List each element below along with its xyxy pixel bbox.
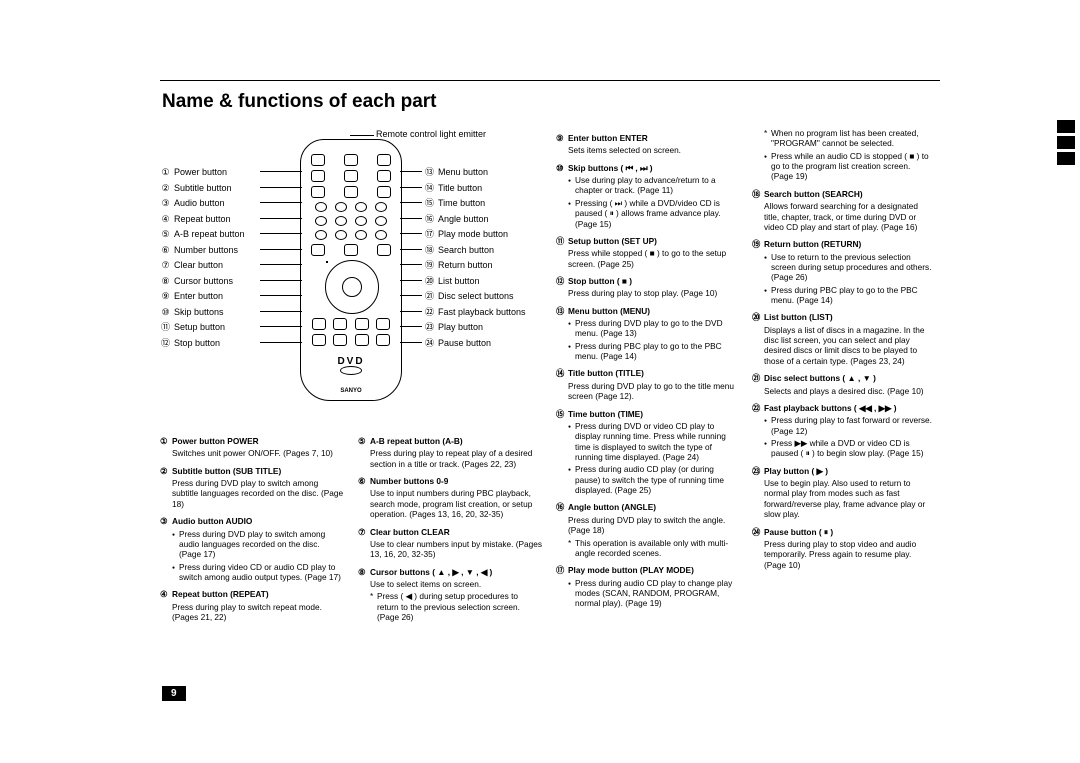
diagram-label: ⑭Title button [424, 181, 526, 197]
spec-text: Use to begin play. Also used to return t… [764, 478, 934, 519]
dvd-logo: DVD [301, 356, 401, 378]
diagram-label: ⑥Number buttons [160, 243, 245, 259]
spec-text: Press during DVD play to go to the DVD m… [568, 318, 738, 339]
brand-label: SANYO [301, 388, 401, 394]
spec-heading: ㉒Fast playback buttons ( ◀◀ , ▶▶ ) [752, 403, 934, 413]
spec-text: Press during DVD play to switch the angl… [568, 515, 738, 536]
spec-text: Press while stopped ( ■ ) to go to the s… [568, 248, 738, 269]
spec-col-1: ①Power button POWER Switches unit power O… [160, 429, 344, 622]
diagram-label: ③Audio button [160, 196, 245, 212]
spec-text: Use to return to the previous selection … [764, 252, 934, 283]
diagram-label: ②Subtitle button [160, 181, 245, 197]
spec-heading: ⑤A-B repeat button (A-B) [358, 436, 542, 446]
diagram-left-labels: ①Power button②Subtitle button③Audio butt… [160, 165, 245, 351]
diagram-label: ㉑Disc select buttons [424, 289, 526, 305]
spec-text: Selects and plays a desired disc. (Page … [764, 386, 934, 396]
spec-text: Use during play to advance/return to a c… [568, 175, 738, 196]
spec-heading: ⑨Enter button ENTER [556, 133, 738, 143]
spec-text: Press during play to fast forward or rev… [764, 415, 934, 436]
spec-heading: ②Subtitle button (SUB TITLE) [160, 466, 344, 476]
spec-text: Press during DVD or video CD play to dis… [568, 421, 738, 462]
spec-col-2: ⑤A-B repeat button (A-B) Press during pla… [358, 429, 542, 622]
spec-text: Allows forward searching for a designate… [764, 201, 934, 232]
spec-text: Sets items selected on screen. [568, 145, 738, 155]
spec-heading: ⑳List button (LIST) [752, 312, 934, 322]
spec-text: When no program list has been created, "… [764, 128, 934, 149]
remote-outline: DVD SANYO [300, 139, 402, 401]
spec-heading: ㉑Disc select buttons ( ▲ , ▼ ) [752, 373, 934, 383]
remote-diagram: Remote control light emitter ①Power butt… [160, 129, 540, 419]
spec-columns-right: ⑨Enter button ENTER Sets items selected o… [556, 126, 940, 609]
spec-heading: ④Repeat button (REPEAT) [160, 589, 344, 599]
diagram-label: ㉔Pause button [424, 336, 526, 352]
page-title: Name & functions of each part [162, 91, 940, 113]
spec-text: Use to input numbers during PBC playback… [370, 488, 542, 519]
spec-heading: ⑦Clear button CLEAR [358, 527, 542, 537]
page-sheet: Name & functions of each part Remote con… [160, 80, 940, 701]
diagram-label: ⑧Cursor buttons [160, 274, 245, 290]
spec-heading: ⑪Setup button (SET UP) [556, 236, 738, 246]
spec-text: Use to clear numbers input by mistake. (… [370, 539, 542, 560]
diagram-label: ⑦Clear button [160, 258, 245, 274]
spec-heading: ⑬Menu button (MENU) [556, 306, 738, 316]
diagram-label: ⑩Skip buttons [160, 305, 245, 321]
diagram-label: ⑨Enter button [160, 289, 245, 305]
spec-col-3: ⑨Enter button ENTER Sets items selected o… [556, 126, 738, 609]
diagram-label: ⑲Return button [424, 258, 526, 274]
spec-heading: ③Audio button AUDIO [160, 516, 344, 526]
diagram-label: ⑱Search button [424, 243, 526, 259]
spec-text: Press during audio CD play (or during pa… [568, 464, 738, 495]
spec-text: Press during PBC play to go to the PBC m… [568, 341, 738, 362]
spec-text: Switches unit power ON/OFF. (Pages 7, 10… [172, 448, 344, 458]
spec-heading: ⑫Stop button ( ■ ) [556, 276, 738, 286]
spec-col-4: When no program list has been created, "… [752, 126, 934, 609]
spec-text: Press during video CD or audio CD play t… [172, 562, 344, 583]
spec-text: Press while an audio CD is stopped ( ■ )… [764, 151, 934, 182]
spec-text: Press ( ◀ ) during setup procedures to r… [370, 591, 542, 622]
spec-text: This operation is available only with mu… [568, 538, 738, 559]
spec-text: Press during play to stop video and audi… [764, 539, 934, 570]
diagram-label: ⑤A-B repeat button [160, 227, 245, 243]
diagram-label: ⑰Play mode button [424, 227, 526, 243]
spec-text: Press during play to repeat play of a de… [370, 448, 542, 469]
diagram-label: ⑮Time button [424, 196, 526, 212]
diagram-label: ⑪Setup button [160, 320, 245, 336]
diagram-right-labels: ⑬Menu button⑭Title button⑮Time button⑯An… [424, 165, 526, 351]
spec-heading: ⑲Return button (RETURN) [752, 239, 934, 249]
diagram-label: ㉓Play button [424, 320, 526, 336]
spec-heading: ㉓Play button ( ▶ ) [752, 466, 934, 476]
spec-heading: ①Power button POWER [160, 436, 344, 446]
diagram-label: ⑯Angle button [424, 212, 526, 228]
spec-text: Press during play to stop play. (Page 10… [568, 288, 738, 298]
diagram-label: ⑬Menu button [424, 165, 526, 181]
spec-heading: ⑮Time button (TIME) [556, 409, 738, 419]
spec-text: Press ▶▶ while a DVD or video CD is paus… [764, 438, 934, 459]
emitter-label: Remote control light emitter [376, 129, 486, 139]
spec-text: Press during play to switch repeat mode.… [172, 602, 344, 623]
diagram-label: ④Repeat button [160, 212, 245, 228]
spec-heading: ⑩Skip buttons ( ⏮ , ⏭ ) [556, 163, 738, 173]
spec-heading: ⑰Play mode button (PLAY MODE) [556, 565, 738, 575]
page-number: 9 [162, 686, 186, 701]
spec-text: Press during DVD play to go to the title… [568, 381, 738, 402]
diagram-label: ①Power button [160, 165, 245, 181]
spec-text: Press during DVD play to switch among au… [172, 529, 344, 560]
diagram-label: ⑫Stop button [160, 336, 245, 352]
spec-text: Press during audio CD play to change pla… [568, 578, 738, 609]
spec-heading: ⑥Number buttons 0-9 [358, 476, 542, 486]
tab-marks [1057, 120, 1075, 168]
spec-heading: ⑱Search button (SEARCH) [752, 189, 934, 199]
spec-text: Press during DVD play to switch among su… [172, 478, 344, 509]
spec-text: Pressing ( ⏭ ) while a DVD/video CD is p… [568, 198, 738, 229]
spec-heading: ⑭Title button (TITLE) [556, 368, 738, 378]
spec-heading: ⑯Angle button (ANGLE) [556, 502, 738, 512]
spec-heading: ㉔Pause button ( ⏸ ) [752, 527, 934, 537]
spec-text: Use to select items on screen. [370, 579, 542, 589]
diagram-label: ㉒Fast playback buttons [424, 305, 526, 321]
spec-text: Displays a list of discs in a magazine. … [764, 325, 934, 366]
diagram-label: ⑳List button [424, 274, 526, 290]
spec-text: Press during PBC play to go to the PBC m… [764, 285, 934, 306]
spec-heading: ⑧Cursor buttons ( ▲ , ▶ , ▼ , ◀ ) [358, 567, 542, 577]
